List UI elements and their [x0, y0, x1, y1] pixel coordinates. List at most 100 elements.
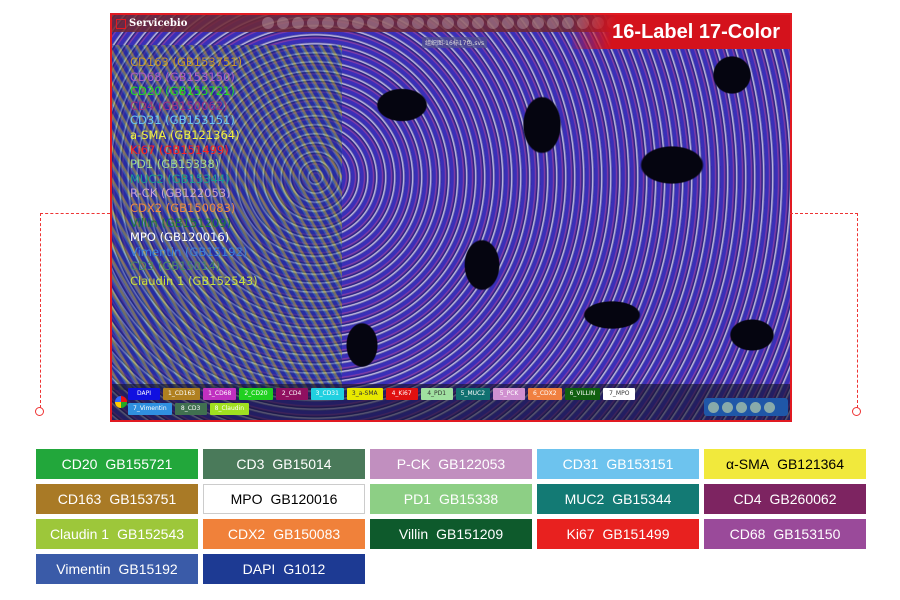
channel-bar: DAPI 1_CD163 1_CD68 2_CD20 2_CD4 3_CD31 3_a-SM…: [112, 384, 790, 420]
tool-button-icon[interactable]: [352, 17, 364, 29]
tool-button-icon[interactable]: [277, 17, 289, 29]
channel-chip[interactable]: 7_Vimentin: [128, 403, 172, 415]
marker-id: GB120016: [270, 491, 338, 507]
legend-item: MPO (GB120016): [130, 230, 230, 245]
connector-line-right-v: [857, 213, 858, 408]
marker-cell: Ki67 GB151499: [537, 519, 699, 549]
brand-logo: Servicebio: [116, 18, 187, 29]
marker-name: CD4: [733, 491, 762, 507]
tool-button-icon[interactable]: [472, 17, 484, 29]
tool-button-icon[interactable]: [337, 17, 349, 29]
marker-cell: CD163 GB153751: [36, 484, 198, 514]
tool-button-icon[interactable]: [367, 17, 379, 29]
tool-button-icon[interactable]: [382, 17, 394, 29]
channel-chip[interactable]: 4_Ki67: [385, 388, 418, 400]
marker-id: GB122053: [438, 456, 506, 472]
tool-button-icon[interactable]: [322, 17, 334, 29]
marker-name: Ki67: [566, 526, 595, 542]
channel-chip[interactable]: DAPI: [128, 388, 160, 400]
marker-cell: CDX2 GB150083: [203, 519, 365, 549]
marker-id: GB260062: [769, 491, 837, 507]
channel-chips: DAPI 1_CD163 1_CD68 2_CD20 2_CD4 3_CD31 3_a-SM…: [128, 388, 648, 415]
marker-name: Claudin 1: [49, 526, 110, 542]
legend-item: CDX2 (GB150083): [130, 200, 236, 215]
marker-name: α-SMA: [725, 456, 770, 472]
marker-name: P-CK: [396, 456, 431, 472]
marker-cell: CD3 GB15014: [203, 449, 365, 479]
marker-id: GB15338: [439, 491, 499, 507]
legend-item: CD20 (GB155721): [130, 84, 235, 99]
tool-button-icon[interactable]: [487, 17, 499, 29]
marker-id: GB153150: [773, 526, 841, 542]
marker-id: GB15014: [272, 456, 332, 472]
tool-button-icon[interactable]: [292, 17, 304, 29]
file-name: 组织图-16标17色.svs: [422, 37, 488, 48]
chevron-left-icon[interactable]: [750, 401, 761, 413]
tool-button-icon[interactable]: [562, 17, 574, 29]
marker-name: CD3: [236, 456, 265, 472]
marker-cell: P-CK GB122053: [370, 449, 532, 479]
tool-button-icon[interactable]: [442, 17, 454, 29]
connector-line-right: [790, 213, 858, 214]
marker-name: MPO: [230, 491, 263, 507]
marker-id: GB151209: [436, 526, 504, 542]
channel-chip[interactable]: 8_CD3: [174, 403, 207, 415]
tool-button-icon[interactable]: [457, 17, 469, 29]
marker-id: GB15192: [118, 561, 178, 577]
legend-item: a-SMA (GB121364): [130, 127, 240, 142]
legend-item: MUC2 (GB15344): [130, 171, 230, 186]
legend-item: CD163 (GB153751): [130, 55, 243, 69]
marker-cell: MUC2 GB15344: [537, 484, 699, 514]
marker-name: PD1: [403, 491, 432, 507]
channel-chip[interactable]: 2_CD20: [239, 388, 273, 400]
tool-button-icon[interactable]: [262, 17, 274, 29]
connector-line-left: [40, 213, 110, 214]
connector-line-left-v: [40, 213, 41, 408]
marker-cell: Vimentin GB15192: [36, 554, 198, 584]
legend-item: Vimentin (GB15192): [130, 244, 248, 259]
tool-button-icon[interactable]: [532, 17, 544, 29]
title-badge: 16-Label 17-Color: [572, 15, 790, 49]
channel-chip[interactable]: 3_a-SMA: [346, 388, 383, 400]
marker-cell: α-SMA GB121364: [704, 449, 866, 479]
channel-chip[interactable]: 1_CD68: [203, 388, 237, 400]
marker-name: CD68: [729, 526, 766, 542]
stop-icon[interactable]: [708, 401, 719, 413]
connector-dot-left: [35, 407, 44, 416]
tool-button-icon[interactable]: [427, 17, 439, 29]
tool-button-icon[interactable]: [502, 17, 514, 29]
marker-name: Villin: [398, 526, 429, 542]
chevron-right-icon[interactable]: [764, 401, 775, 413]
marker-cell: Claudin 1 GB152543: [36, 519, 198, 549]
channel-chip[interactable]: 1_CD163: [163, 388, 201, 400]
marker-id: G1012: [283, 561, 326, 577]
page-icon[interactable]: [736, 401, 747, 413]
legend-item: CD3 (GB15014): [130, 259, 221, 274]
marker-name: CD20: [61, 456, 98, 472]
channel-chip[interactable]: 6_CDX2: [528, 388, 562, 400]
channel-chip[interactable]: 5_PCK: [493, 388, 526, 400]
marker-id: GB153751: [109, 491, 177, 507]
tool-button-icon[interactable]: [397, 17, 409, 29]
channel-chip[interactable]: 8_Claudin: [209, 403, 250, 415]
channel-chip[interactable]: 5_MUC2: [455, 388, 491, 400]
channel-chip[interactable]: 6_VILLIN: [564, 388, 601, 400]
circle-icon[interactable]: [722, 401, 733, 413]
tool-button-icon[interactable]: [547, 17, 559, 29]
channel-chip[interactable]: 2_CD4: [275, 388, 308, 400]
legend-item: CD4 (GB150062): [130, 98, 228, 113]
tool-button-icon[interactable]: [412, 17, 424, 29]
marker-id: GB121364: [777, 456, 845, 472]
marker-name: CDX2: [227, 526, 266, 542]
marker-name: CD163: [57, 491, 102, 507]
legend-item: Claudin 1 (GB152543): [130, 273, 258, 288]
tool-button-icon[interactable]: [517, 17, 529, 29]
connector-dot-right: [852, 407, 861, 416]
color-wheel-icon[interactable]: [115, 396, 127, 408]
tool-button-icon[interactable]: [307, 17, 319, 29]
marker-cell: CD20 GB155721: [36, 449, 198, 479]
channel-chip[interactable]: 4_PD1: [420, 388, 453, 400]
marker-id: GB155721: [105, 456, 173, 472]
channel-chip[interactable]: 7_MPO: [603, 388, 636, 400]
channel-chip[interactable]: 3_CD31: [310, 388, 344, 400]
